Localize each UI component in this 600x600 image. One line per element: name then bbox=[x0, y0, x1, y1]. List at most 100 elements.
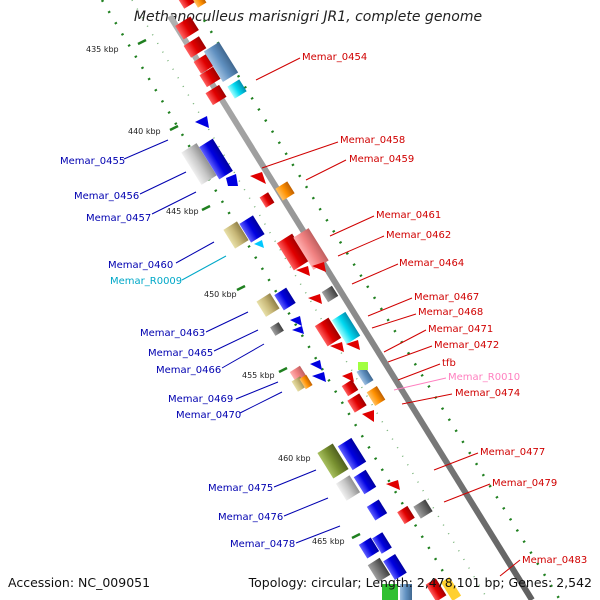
gene-block bbox=[275, 181, 295, 201]
gene-label: Memar_0465 bbox=[148, 348, 213, 359]
kbp-label: 465 kbp bbox=[312, 537, 345, 546]
gene-block bbox=[317, 443, 349, 479]
gene-label: Memar_0466 bbox=[156, 365, 221, 376]
gene-arrow bbox=[386, 480, 400, 490]
gene-label: Memar_0454 bbox=[302, 52, 367, 63]
gene-label: Memar_0458 bbox=[340, 135, 405, 146]
kbp-label: 455 kbp bbox=[242, 371, 275, 380]
gene-arrow bbox=[362, 410, 374, 422]
gene-arrow bbox=[330, 342, 344, 352]
gene-label: Memar_0457 bbox=[86, 213, 151, 224]
kbp-label: 435 kbp bbox=[86, 45, 119, 54]
kbp-label: 440 kbp bbox=[128, 127, 161, 136]
gene-arrow bbox=[195, 116, 209, 128]
kbp-label: 445 kbp bbox=[166, 207, 199, 216]
gene-block bbox=[335, 475, 361, 501]
gene-label: Memar_0463 bbox=[140, 328, 205, 339]
gene-block bbox=[227, 79, 247, 99]
gene-label: Memar_0476 bbox=[218, 512, 283, 523]
gene-arrow bbox=[312, 262, 326, 272]
gene-label: Memar_0477 bbox=[480, 447, 545, 458]
callout-line-rna bbox=[181, 255, 227, 281]
gene-block bbox=[353, 469, 377, 495]
callout-line-rna bbox=[393, 377, 447, 391]
gene-block bbox=[176, 0, 197, 9]
gene-label: Memar_0478 bbox=[230, 539, 295, 550]
gene-block bbox=[413, 499, 433, 519]
gene-block bbox=[299, 374, 313, 390]
gene-block bbox=[341, 379, 359, 397]
gene-arrow bbox=[292, 326, 304, 334]
gene-block bbox=[203, 41, 239, 83]
gene-label: tfb bbox=[442, 358, 456, 369]
gene-block bbox=[181, 143, 217, 185]
gene-block bbox=[425, 578, 447, 600]
gene-block bbox=[270, 322, 284, 336]
genome-title: Methanoculleus marisnigri JR1, complete … bbox=[133, 9, 483, 25]
gene-arrow bbox=[290, 316, 302, 326]
gene-block bbox=[383, 553, 407, 581]
gene-label: Memar_0479 bbox=[492, 478, 557, 489]
gene-block bbox=[293, 228, 329, 270]
gene-features bbox=[175, 0, 462, 600]
gene-block bbox=[331, 311, 361, 345]
gene-block bbox=[314, 317, 342, 347]
left-labels: Memar_0455 Memar_0456 Memar_0457 Memar_0… bbox=[60, 156, 295, 550]
gene-arrow bbox=[226, 174, 238, 186]
gene-block bbox=[400, 584, 412, 600]
accession-text: Accession: NC_009051 bbox=[8, 575, 151, 590]
gene-arrow bbox=[254, 240, 264, 248]
gene-label: Memar_0474 bbox=[455, 388, 520, 399]
gene-label: Memar_0483 bbox=[522, 555, 587, 566]
gene-arrow bbox=[342, 372, 354, 382]
gene-label: Memar_R0010 bbox=[448, 372, 520, 383]
gene-block bbox=[358, 362, 368, 370]
gene-label: Memar_0455 bbox=[60, 156, 125, 167]
gene-block bbox=[397, 505, 415, 525]
gene-block bbox=[382, 584, 398, 600]
gene-block bbox=[274, 287, 296, 311]
gene-block bbox=[256, 293, 280, 317]
gene-block bbox=[366, 499, 388, 521]
gene-arrow bbox=[296, 266, 310, 276]
right-callout-lines bbox=[255, 57, 521, 577]
gene-label: Memar_0461 bbox=[376, 210, 441, 221]
gene-block bbox=[440, 577, 462, 600]
genome-backbone bbox=[167, 14, 535, 600]
gene-block bbox=[347, 393, 367, 413]
gene-block bbox=[183, 36, 207, 58]
gene-block bbox=[321, 285, 339, 303]
gene-block bbox=[199, 66, 221, 88]
gene-block bbox=[259, 192, 275, 208]
gene-block bbox=[276, 233, 310, 271]
topology-text: Topology: circular; Length: 2,478,101 bp… bbox=[248, 575, 592, 590]
gene-block bbox=[199, 138, 233, 180]
gene-block bbox=[358, 537, 380, 559]
gene-arrow bbox=[250, 172, 266, 184]
gene-label: Memar_0462 bbox=[386, 230, 451, 241]
gene-arrow bbox=[310, 360, 322, 370]
gene-arrow bbox=[308, 294, 322, 304]
gene-block bbox=[223, 221, 249, 249]
gene-label: Memar_0456 bbox=[74, 191, 139, 202]
gene-arrow bbox=[312, 372, 326, 382]
gene-label: Memar_R0009 bbox=[110, 276, 182, 287]
gene-block bbox=[239, 215, 265, 243]
gene-block bbox=[175, 16, 199, 40]
kbp-label: 460 kbp bbox=[278, 454, 311, 463]
gene-label: Memar_0467 bbox=[414, 292, 479, 303]
gene-block bbox=[356, 366, 374, 386]
gene-label: Memar_0470 bbox=[176, 410, 241, 421]
gene-label: Memar_0472 bbox=[434, 340, 499, 351]
gene-block bbox=[190, 0, 207, 8]
right-labels: Memar_0454 Memar_0458 Memar_0459 Memar_0… bbox=[302, 52, 587, 566]
gene-label: Memar_0471 bbox=[428, 324, 493, 335]
gene-block bbox=[205, 84, 227, 106]
gene-arrow bbox=[346, 340, 360, 350]
gene-label: Memar_0475 bbox=[208, 483, 273, 494]
gene-block bbox=[367, 557, 391, 583]
kbp-labels: 435 kbp 440 kbp 445 kbp 450 kbp 455 kbp … bbox=[86, 45, 345, 546]
gene-block bbox=[372, 532, 392, 554]
